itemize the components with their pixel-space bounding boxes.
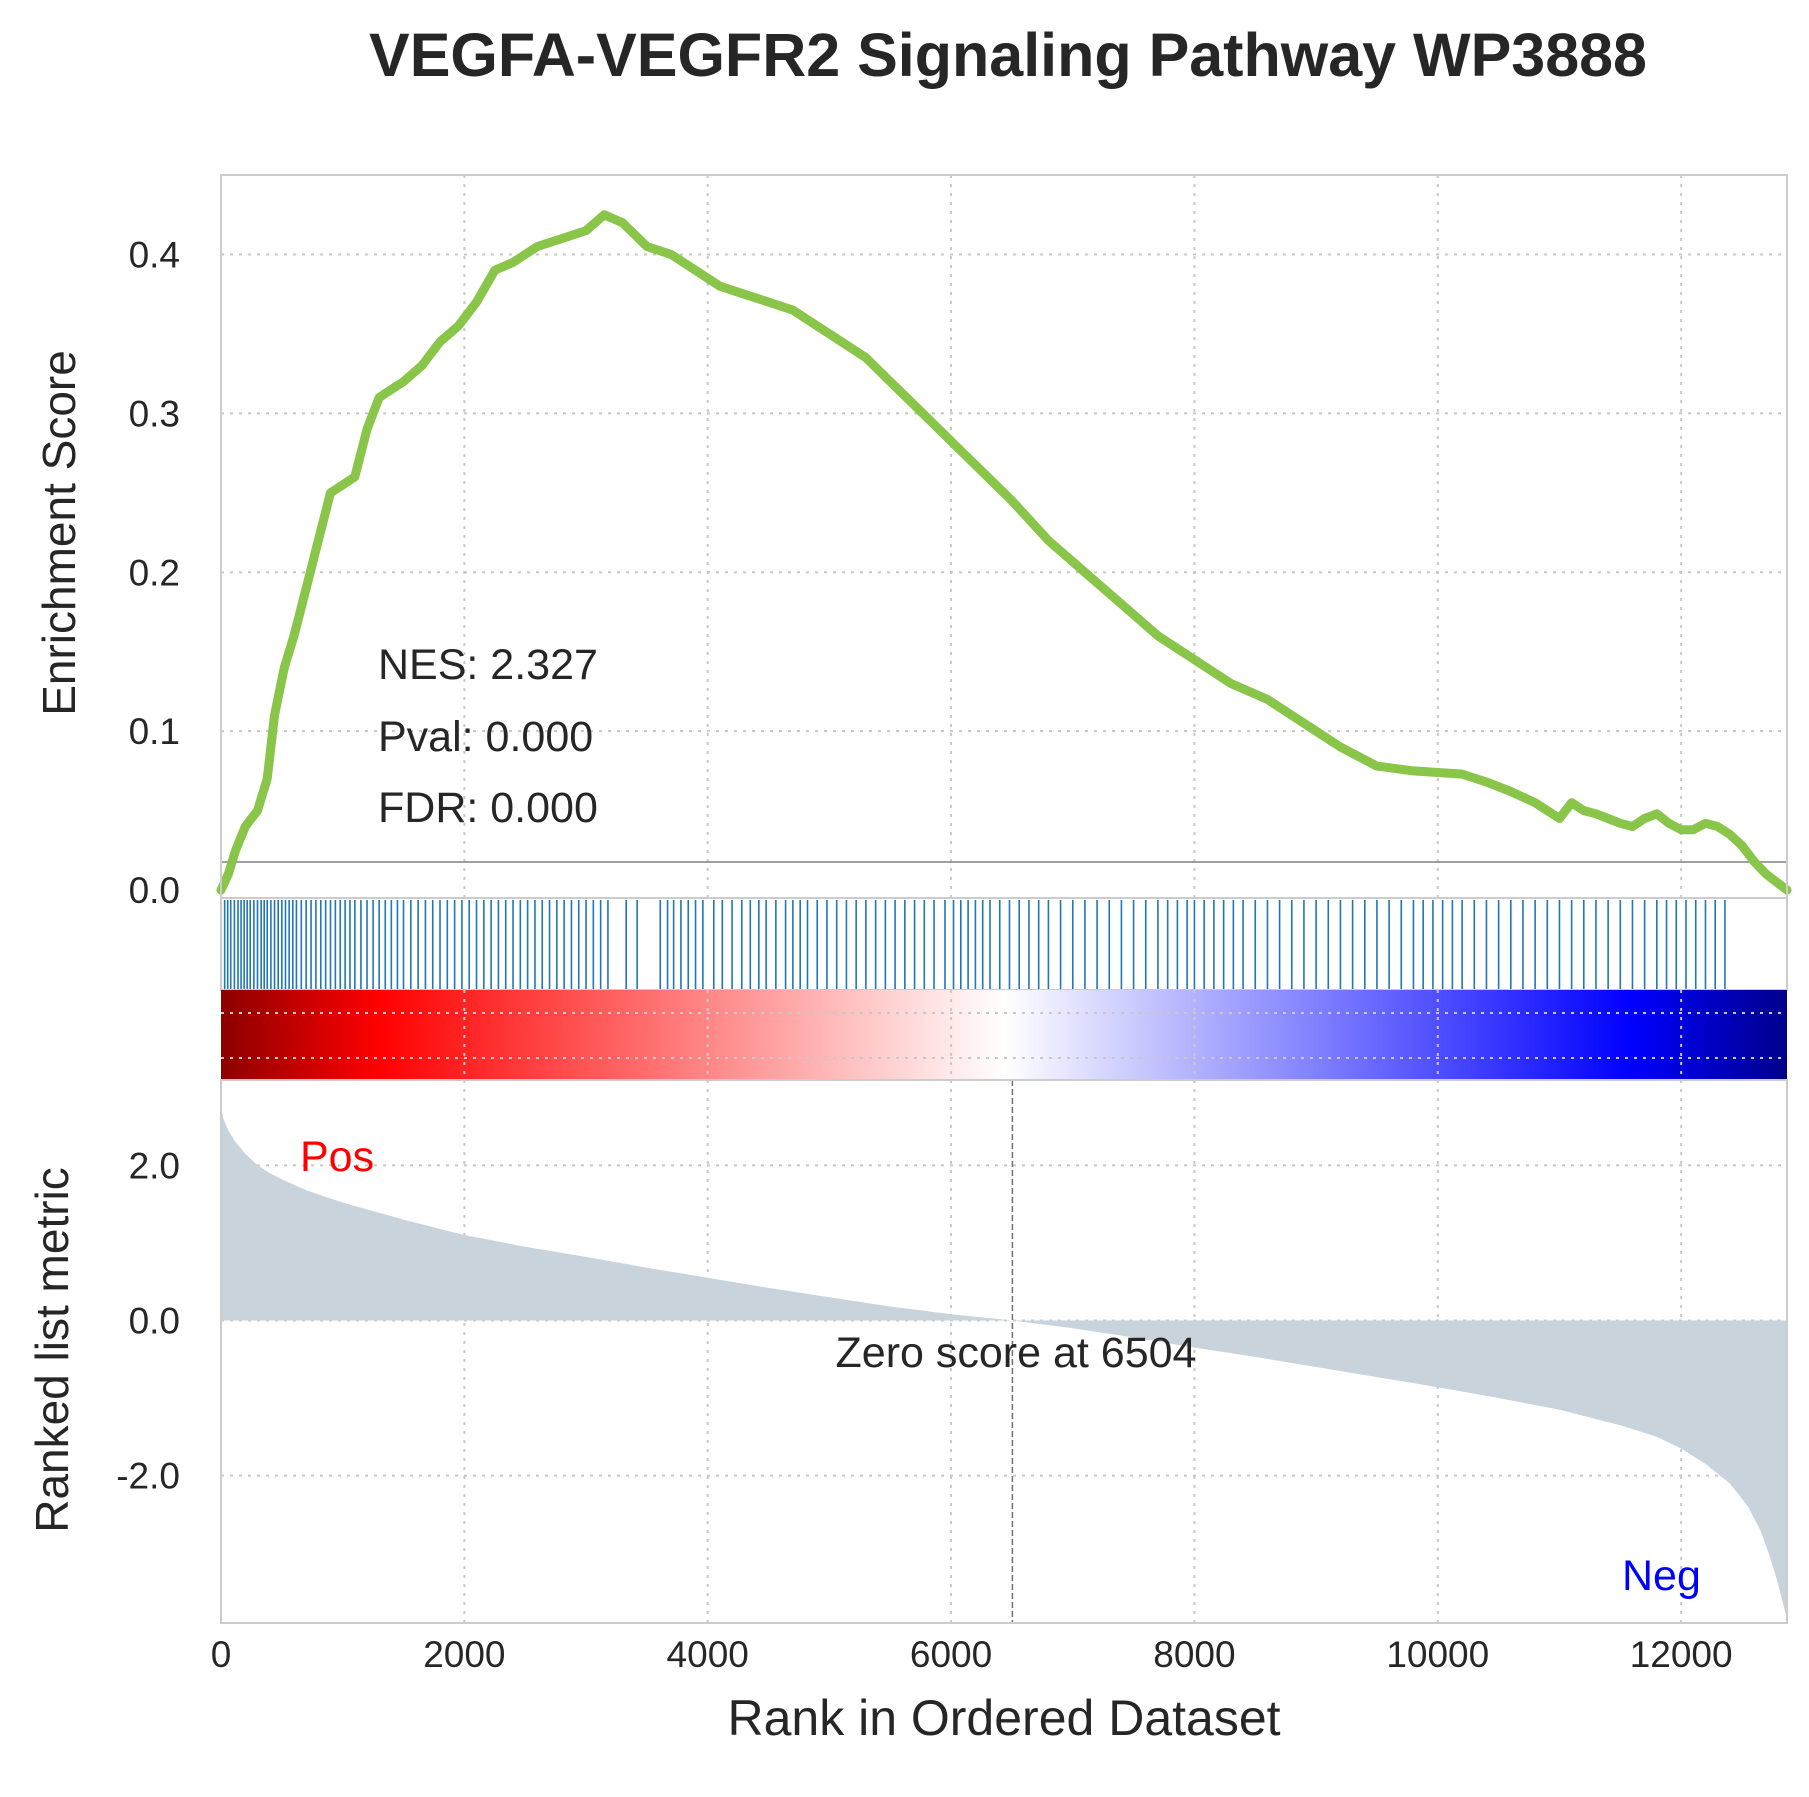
es-gridlines xyxy=(221,175,1787,898)
rank-y-tick-label: 2.0 xyxy=(129,1145,180,1186)
hits-panel-frame xyxy=(220,897,1788,991)
chart-title: VEGFA-VEGFR2 Signaling Pathway WP3888 xyxy=(369,21,1647,89)
x-tick-label: 12000 xyxy=(1630,1634,1733,1675)
pval-label: Pval: 0.000 xyxy=(378,713,593,761)
es-y-tick-label: 0.0 xyxy=(129,870,180,911)
x-tick-labels: 0 2000 4000 6000 8000 10000 12000 xyxy=(211,1634,1733,1675)
rank-panel: -2.0 0.0 2.0 Ranked list metric Pos Neg Ze… xyxy=(26,1079,1788,1624)
es-y-axis-label: Enrichment Score xyxy=(33,350,85,716)
rank-y-tick-labels: -2.0 0.0 2.0 xyxy=(116,1145,180,1496)
es-y-tick-label: 0.3 xyxy=(129,393,180,434)
hits-panel xyxy=(220,897,1788,991)
es-y-tick-label: 0.4 xyxy=(129,234,180,275)
x-axis-label: Rank in Ordered Dataset xyxy=(727,1690,1280,1746)
x-tick-label: 10000 xyxy=(1386,1634,1489,1675)
pos-label: Pos xyxy=(300,1133,374,1181)
x-tick-label: 4000 xyxy=(667,1634,749,1675)
ranked-metric-area xyxy=(221,1107,1787,1620)
es-y-tick-labels: 0.0 0.1 0.2 0.3 0.4 xyxy=(129,234,180,911)
rank-panel-frame xyxy=(220,1079,1788,1624)
es-panel: 0.0 0.1 0.2 0.3 0.4 Enrichment Score NES: 2.… xyxy=(33,174,1792,911)
x-tick-label: 8000 xyxy=(1153,1634,1235,1675)
neg-label: Neg xyxy=(1622,1552,1701,1600)
nes-label: NES: 2.327 xyxy=(378,641,598,689)
gene-hit-markers xyxy=(223,900,1726,990)
x-tick-label: 6000 xyxy=(910,1634,992,1675)
rank-y-axis-label: Ranked list metric xyxy=(26,1167,78,1533)
es-y-tick-label: 0.2 xyxy=(129,552,180,593)
x-tick-label: 0 xyxy=(211,1634,232,1675)
x-tick-label: 2000 xyxy=(423,1634,505,1675)
heatmap-gridlines xyxy=(221,990,1787,1080)
zero-score-label: Zero score at 6504 xyxy=(836,1329,1197,1377)
enrichment-score-line xyxy=(216,210,1792,895)
fdr-label: FDR: 0.000 xyxy=(378,784,598,832)
es-y-tick-label: 0.1 xyxy=(129,711,180,752)
rank-y-tick-label: 0.0 xyxy=(129,1300,180,1341)
rank-color-bar xyxy=(221,990,1787,1080)
heatmap-panel xyxy=(221,990,1787,1080)
rank-y-tick-label: -2.0 xyxy=(116,1456,180,1497)
